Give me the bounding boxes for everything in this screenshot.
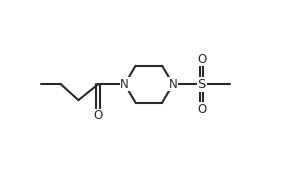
- Text: O: O: [197, 53, 206, 66]
- Text: O: O: [197, 103, 206, 116]
- Text: N: N: [169, 78, 178, 91]
- Text: O: O: [94, 110, 103, 122]
- Text: N: N: [120, 78, 129, 91]
- Text: S: S: [197, 78, 206, 91]
